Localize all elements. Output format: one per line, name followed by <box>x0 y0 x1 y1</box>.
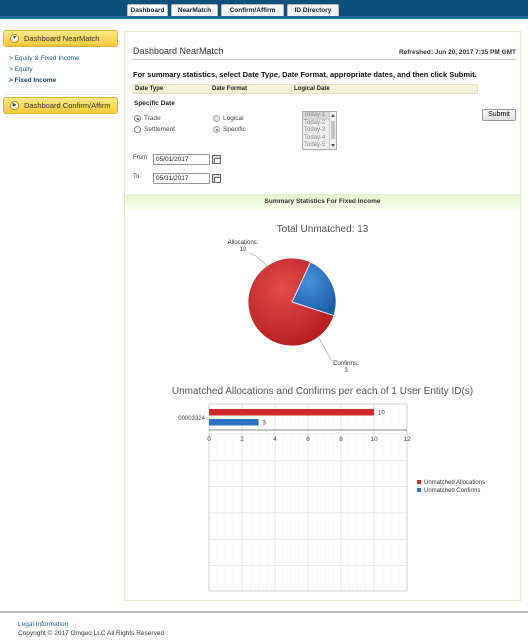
radio-label: Logical <box>223 115 244 122</box>
bar-chart: 0 2 4 6 8 10 12 00003324 10 3 Unmatched Allocation… <box>178 403 485 592</box>
radio-specific[interactable]: Specific <box>213 126 246 133</box>
calendar-icon[interactable] <box>212 155 221 164</box>
pie-label-confirms: Confirms: <box>333 361 359 367</box>
col-logical-date: Logical Date <box>294 86 330 92</box>
pie-chart <box>247 252 339 362</box>
tab-confirm-affirm[interactable]: Confirm/Affirm <box>221 4 284 16</box>
instructions-text: For summary statistics, select Date Type… <box>133 70 477 79</box>
scroll-thumb[interactable] <box>331 121 335 139</box>
submit-button[interactable]: Submit <box>482 109 516 121</box>
copyright-text: Copyright © 2017 Omgeo LLC All Rights Re… <box>18 630 165 637</box>
footer: Legal Information Copyright © 2017 Omgeo… <box>18 620 164 638</box>
panel-header: Dashboard NearMatch Refreshed: Jun 20, 2… <box>132 44 516 60</box>
pie-label-allocations: Allocations: <box>228 240 259 246</box>
pie-chart-title: Total Unmatched: 13 <box>276 224 369 235</box>
y-category-label: 00003324 <box>178 416 205 422</box>
listbox-scrollbar[interactable] <box>329 112 336 149</box>
bar-data-label: 10 <box>378 411 385 417</box>
col-date-format: Date Format <box>212 86 248 92</box>
radio-button[interactable] <box>134 115 141 122</box>
nav-underline <box>0 16 528 19</box>
logical-date-option[interactable]: Today-4 <box>304 134 326 141</box>
bar-unmatched-confirms[interactable] <box>209 419 259 426</box>
pie-leader-line <box>248 252 268 267</box>
sidebar-section-label: Dashboard NearMatch <box>24 34 100 43</box>
to-label: To <box>133 174 140 180</box>
logical-date-listbox[interactable]: Today-1 Today-2 Today-3 Today-4 Today-5 <box>302 111 337 150</box>
logical-date-option[interactable]: Today-2 <box>304 119 326 126</box>
chevron-down-icon: ▼ <box>10 34 19 43</box>
x-tick-label: 6 <box>306 436 310 443</box>
pie-leader-line <box>318 337 339 362</box>
logical-date-option[interactable]: Today-5 <box>304 142 326 148</box>
chevron-right-icon: ▶ <box>10 101 19 110</box>
sidebar-link-equity[interactable]: > Equity <box>9 66 33 73</box>
x-tick-label: 4 <box>273 436 277 443</box>
calendar-icon[interactable] <box>212 174 221 183</box>
tab-dashboard[interactable]: Dashboard <box>127 4 168 16</box>
radio-settlement[interactable]: Settlement <box>134 126 175 133</box>
x-tick-label: 0 <box>207 436 211 443</box>
from-date-input[interactable]: 05/01/2017 <box>153 154 210 165</box>
x-tick-label: 2 <box>240 436 244 443</box>
radio-button[interactable] <box>213 115 220 122</box>
specific-date-label: Specific Date <box>134 100 175 107</box>
bar-unmatched-allocations[interactable] <box>209 409 374 416</box>
from-label: From <box>133 155 147 161</box>
x-tick-label: 12 <box>403 436 411 443</box>
sidebar-link-equity-fixed-income[interactable]: > Equity & Fixed Income <box>9 55 80 62</box>
page-title: Dashboard NearMatch <box>133 46 224 56</box>
pie-value-allocations: 10 <box>240 247 247 253</box>
legend-swatch <box>417 488 421 492</box>
radio-label: Settlement <box>144 126 176 133</box>
scroll-up-icon[interactable] <box>331 114 335 117</box>
legend-swatch <box>417 480 421 484</box>
col-date-type: Date Type <box>135 86 164 92</box>
logical-date-option[interactable]: Today-1 <box>303 112 330 120</box>
to-date-input[interactable]: 05/31/2017 <box>153 173 210 184</box>
filter-form: Date Type Date Format Logical Date Speci… <box>132 84 478 184</box>
radio-label: Trade <box>144 115 161 122</box>
dashboard-panel: Dashboard NearMatch Refreshed: Jun 20, 2… <box>124 31 521 601</box>
radio-logical[interactable]: Logical <box>213 115 244 122</box>
legend-label[interactable]: Unmatched Confirms <box>424 488 480 494</box>
pie-slice-confirms[interactable] <box>291 261 337 317</box>
x-tick-label: 8 <box>339 436 343 443</box>
radio-label: Specific <box>223 126 246 133</box>
sidebar-section-confirm-affirm[interactable]: ▶ Dashboard Confirm/Affirm <box>3 97 118 114</box>
legend-label[interactable]: Unmatched Allocations <box>424 480 485 486</box>
sidebar-section-label: Dashboard Confirm/Affirm <box>24 101 111 110</box>
logical-date-option[interactable]: Today-3 <box>304 127 326 133</box>
bar-data-label: 3 <box>263 421 267 427</box>
pie-slice-allocations[interactable] <box>247 257 335 347</box>
bar-chart-title: Unmatched Allocations and Confirms per e… <box>171 386 474 397</box>
tab-id-directory[interactable]: ID Directory <box>287 4 339 16</box>
sidebar-links: > Equity & Fixed Income > Equity > Fixed… <box>3 47 118 95</box>
pie-value-confirms: 3 <box>344 368 348 374</box>
radio-button[interactable] <box>213 126 220 133</box>
sidebar-link-fixed-income[interactable]: > Fixed Income <box>9 77 57 84</box>
form-column-header: Date Type Date Format Logical Date <box>132 84 478 94</box>
scroll-down-icon[interactable] <box>331 144 335 147</box>
summary-header: Summary Statistics For Fixed Income <box>125 194 520 209</box>
tab-nearmatch[interactable]: NearMatch <box>171 4 218 16</box>
top-navigation-bar: Dashboard NearMatch Confirm/Affirm ID Di… <box>0 0 528 16</box>
radio-trade[interactable]: Trade <box>134 115 161 122</box>
radio-button[interactable] <box>134 126 141 133</box>
legal-information-link[interactable]: Legal Information <box>18 621 69 628</box>
footer-divider <box>0 611 528 613</box>
refreshed-timestamp: Refreshed: Jun 20, 2017 7:35 PM GMT <box>398 49 516 56</box>
x-tick-label: 10 <box>370 436 378 443</box>
sidebar: ▼ Dashboard NearMatch > Equity & Fixed I… <box>3 30 118 114</box>
sidebar-section-nearmatch[interactable]: ▼ Dashboard NearMatch <box>3 30 118 47</box>
charts-canvas: Allocations: 10 Confirms: 3 0 2 4 6 8 10 12 000… <box>178 240 485 592</box>
